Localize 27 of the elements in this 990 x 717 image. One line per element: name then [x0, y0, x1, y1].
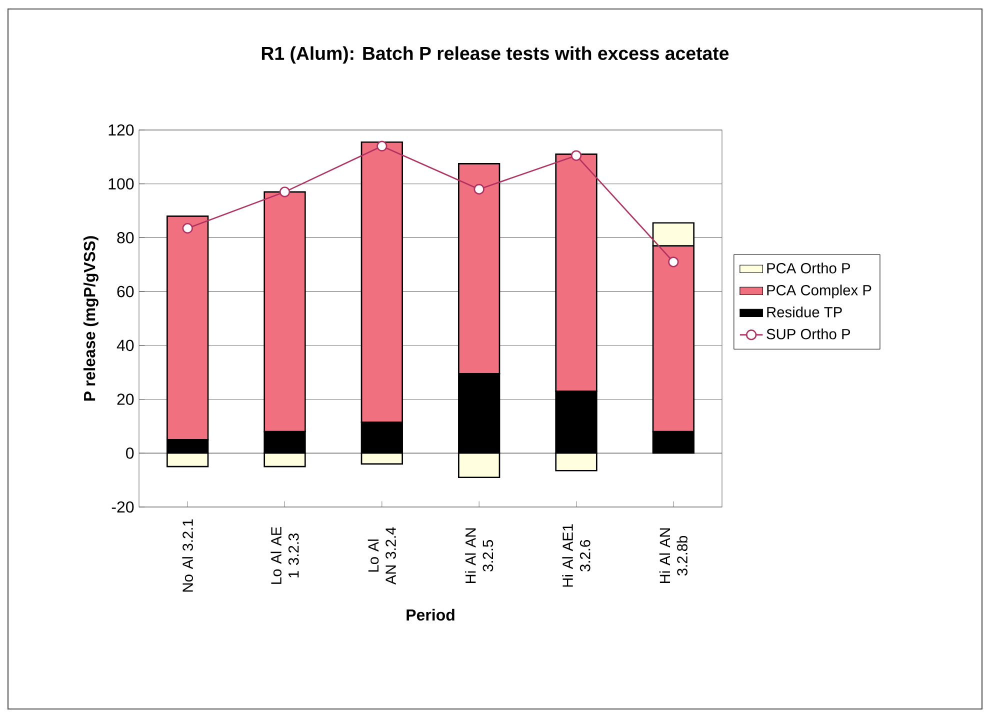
legend-label: Residue TP	[767, 306, 842, 318]
point	[376, 140, 388, 152]
point	[279, 186, 290, 198]
x-axis-title: Period	[406, 608, 454, 621]
x-tick-label: Lo Al AE 1 3.2.3	[270, 527, 299, 584]
x-tick-label: Hi Al AN 3.2.5	[465, 528, 494, 584]
y-tick-label: 120	[108, 124, 134, 136]
legend-label: PCA Ortho P	[767, 262, 850, 274]
point	[474, 184, 484, 195]
chart-title: R1 (Alum): Batch P release tests with excess acetate	[262, 46, 729, 64]
y-tick-label: 60	[117, 286, 134, 298]
y-tick-label: -20	[112, 501, 134, 513]
point	[182, 222, 193, 234]
x-tick-label: Hi Al AN 3.2.8b	[659, 528, 688, 584]
y-axis-title: P release (mgP/gVSS)	[83, 236, 98, 401]
y-tick-label: 20	[117, 394, 134, 405]
point	[570, 150, 582, 161]
x-tick-label: Hi Al AE1 3.2.6	[562, 524, 590, 587]
y-tick-label: 40	[116, 340, 134, 352]
y-tick-label: 100	[108, 178, 134, 190]
x-tick-label: No Al 3.2.1	[182, 519, 193, 592]
legend-label: PCA Complex P	[767, 284, 872, 298]
point	[668, 256, 679, 268]
x-tick-label: Lo Al AN 3.2.4	[368, 527, 396, 585]
legend-label: SUP Ortho P	[766, 328, 850, 340]
y-tick-label: 80	[117, 232, 134, 244]
y-tick-label: 0	[126, 447, 134, 459]
